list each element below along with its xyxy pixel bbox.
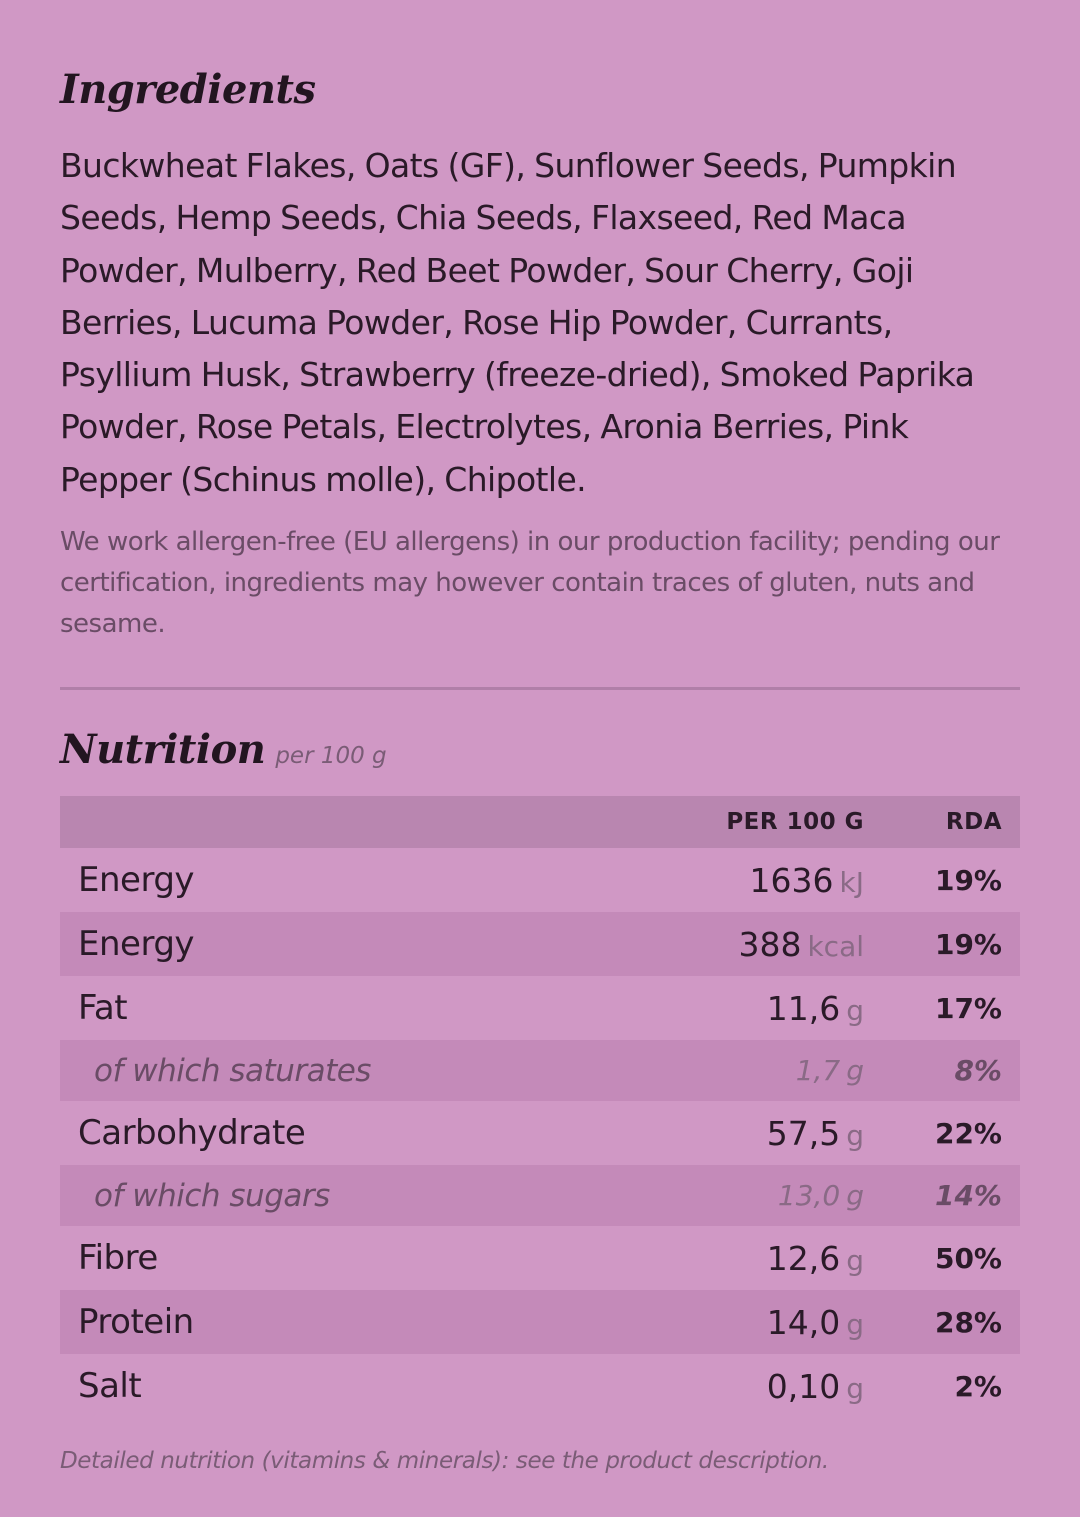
value-unit: g (846, 1243, 864, 1277)
section-divider (60, 687, 1020, 691)
table-row: of which sugars 13,0 g 14% (60, 1165, 1020, 1227)
table-row: Fibre 12,6 g 50% (60, 1226, 1020, 1290)
nutrient-value: 14,0 g (564, 1290, 864, 1355)
header-name (60, 796, 564, 849)
nutrient-rda: 19% (934, 863, 1002, 897)
value-unit: g (846, 1118, 864, 1152)
nutrient-name: of which sugars (60, 1165, 564, 1227)
nutrient-name: Carbohydrate (78, 1113, 306, 1154)
value-unit: kJ (839, 865, 864, 899)
ingredients-list: Buckwheat Flakes, Oats (GF), Sunflower S… (60, 146, 975, 499)
nutrient-name: of which saturates (60, 1040, 564, 1102)
nutrient-value: 13,0 g (564, 1165, 864, 1227)
nutrient-value: 12,6 g (564, 1226, 864, 1290)
nutrient-value: 57,5 g (564, 1101, 864, 1165)
table-row: of which saturates 1,7 g 8% (60, 1040, 1020, 1102)
nutrient-value: 1,7 g (564, 1040, 864, 1102)
header-per100: PER 100 G (564, 796, 864, 849)
product-info-page: Ingredients Buckwheat Flakes, Oats (GF),… (60, 66, 1020, 1475)
nutrient-name: Salt (78, 1366, 142, 1407)
nutrient-name: Energy (60, 912, 564, 977)
value-unit: g (846, 993, 864, 1027)
nutrient-rda: 19% (864, 912, 1020, 977)
value-number: 13,0 (777, 1179, 841, 1213)
table-row: Salt 0,10 g 2% (60, 1354, 1020, 1418)
nutrient-name: Energy (78, 860, 195, 901)
value-unit: g (846, 1371, 864, 1405)
value-number: 11,6 (766, 988, 841, 1028)
nutrient-rda: 8% (864, 1040, 1020, 1102)
nutrition-table: PER 100 G RDA Energy 1636 kJ 19% Energy 3… (60, 796, 1020, 1418)
nutrient-value: 0,10 g (564, 1354, 864, 1418)
value-number: 0,10 (766, 1366, 841, 1406)
table-row: Protein 14,0 g 28% (60, 1290, 1020, 1355)
value-number: 1636 (749, 860, 834, 900)
ingredients-heading: Ingredients (60, 66, 316, 113)
nutrient-name: Fibre (78, 1238, 158, 1279)
table-row: Carbohydrate 57,5 g 22% (60, 1101, 1020, 1165)
nutrient-value: 11,6 g (564, 976, 864, 1040)
table-row: Energy 1636 kJ 19% (60, 848, 1020, 912)
value-number: 1,7 (795, 1054, 841, 1088)
nutrition-subtitle: per 100 g (275, 743, 387, 770)
nutrition-heading: Nutrition (60, 726, 266, 774)
value-unit: g (846, 1179, 864, 1213)
nutrient-rda: 17% (934, 991, 1002, 1025)
nutrient-rda: 14% (864, 1165, 1020, 1227)
nutrition-footnote: Detailed nutrition (vitamins & minerals)… (60, 1448, 829, 1475)
value-unit: g (846, 1054, 864, 1088)
value-unit: g (846, 1307, 864, 1341)
nutrition-header: Nutrition per 100 g (60, 730, 1020, 770)
value-unit: kcal (807, 929, 864, 963)
table-row: Fat 11,6 g 17% (60, 976, 1020, 1040)
value-number: 12,6 (766, 1238, 841, 1278)
nutrient-value: 1636 kJ (564, 848, 864, 912)
nutrient-rda: 28% (864, 1290, 1020, 1355)
table-header-row: PER 100 G RDA (60, 796, 1020, 849)
nutrient-name: Protein (60, 1290, 564, 1355)
nutrient-rda: 22% (934, 1116, 1002, 1150)
allergen-note: We work allergen-free (EU allergens) in … (60, 527, 1000, 640)
nutrient-rda: 50% (934, 1241, 1002, 1275)
nutrient-rda: 2% (954, 1369, 1002, 1403)
header-rda: RDA (864, 796, 1020, 849)
value-number: 57,5 (766, 1113, 841, 1153)
nutrient-name: Fat (78, 988, 128, 1029)
value-number: 14,0 (766, 1302, 841, 1342)
nutrient-value: 388 kcal (564, 912, 864, 977)
table-row: Energy 388 kcal 19% (60, 912, 1020, 977)
value-number: 388 (738, 924, 802, 964)
